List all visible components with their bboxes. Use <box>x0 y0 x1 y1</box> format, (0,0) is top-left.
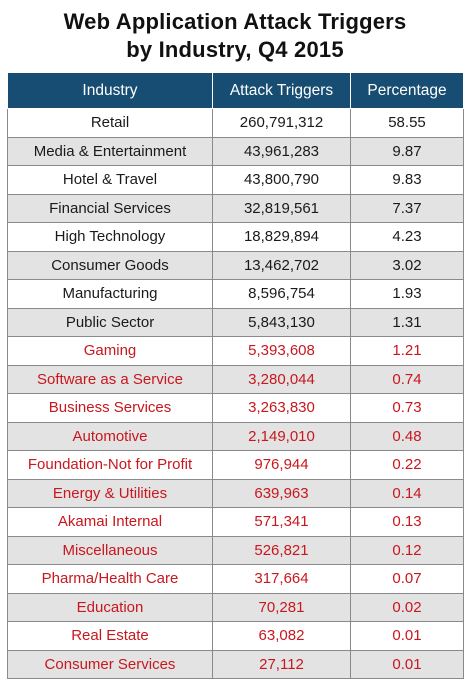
attack-triggers-cell: 2,149,010 <box>212 421 351 451</box>
percentage-cell: 0.48 <box>350 421 464 451</box>
industry-cell: High Technology <box>7 222 213 252</box>
attack-triggers-cell: 18,829,894 <box>212 222 351 252</box>
industry-cell: Consumer Services <box>7 649 213 679</box>
percentage-cell: 9.83 <box>350 165 464 195</box>
attack-triggers-cell: 32,819,561 <box>212 193 351 223</box>
industry-cell: Miscellaneous <box>7 535 213 565</box>
percentage-cell: 0.74 <box>350 364 464 394</box>
attack-triggers-table: Industry Attack Triggers Percentage Reta… <box>7 72 464 679</box>
attack-triggers-cell: 639,963 <box>212 478 351 508</box>
table-row: Foundation-Not for Profit 976,944 0.22 <box>7 450 464 480</box>
industry-cell: Hotel & Travel <box>7 165 213 195</box>
industry-cell: Public Sector <box>7 307 213 337</box>
percentage-cell: 0.14 <box>350 478 464 508</box>
table-row: Business Services 3,263,830 0.73 <box>7 393 464 423</box>
table-row: Miscellaneous 526,821 0.12 <box>7 535 464 565</box>
table-row: Education 70,281 0.02 <box>7 592 464 622</box>
industry-cell: Foundation-Not for Profit <box>7 450 213 480</box>
percentage-cell: 0.73 <box>350 393 464 423</box>
attack-triggers-cell: 43,800,790 <box>212 165 351 195</box>
table-row: Hotel & Travel 43,800,790 9.83 <box>7 165 464 195</box>
table-row: Automotive 2,149,010 0.48 <box>7 421 464 451</box>
percentage-cell: 7.37 <box>350 193 464 223</box>
table-row: Akamai Internal 571,341 0.13 <box>7 507 464 537</box>
table-body: Retail 260,791,312 58.55 Media & Entertainm… <box>7 108 464 679</box>
table-row: Manufacturing 8,596,754 1.93 <box>7 279 464 309</box>
industry-cell: Consumer Goods <box>7 250 213 280</box>
table-row: Public Sector 5,843,130 1.31 <box>7 307 464 337</box>
industry-cell: Media & Entertainment <box>7 136 213 166</box>
percentage-cell: 1.31 <box>350 307 464 337</box>
industry-cell: Energy & Utilities <box>7 478 213 508</box>
table-row: High Technology 18,829,894 4.23 <box>7 222 464 252</box>
chart-title-line-2: by Industry, Q4 2015 <box>126 37 344 62</box>
table-header-row: Industry Attack Triggers Percentage <box>7 72 464 109</box>
attack-triggers-cell: 317,664 <box>212 564 351 594</box>
attack-triggers-cell: 63,082 <box>212 621 351 651</box>
industry-cell: Akamai Internal <box>7 507 213 537</box>
percentage-cell: 1.93 <box>350 279 464 309</box>
table-row: Media & Entertainment 43,961,283 9.87 <box>7 136 464 166</box>
attack-triggers-cell: 8,596,754 <box>212 279 351 309</box>
percentage-cell: 0.13 <box>350 507 464 537</box>
percentage-cell: 58.55 <box>350 108 464 138</box>
industry-cell: Real Estate <box>7 621 213 651</box>
percentage-cell: 0.12 <box>350 535 464 565</box>
industry-cell: Gaming <box>7 336 213 366</box>
industry-cell: Automotive <box>7 421 213 451</box>
attack-triggers-cell: 526,821 <box>212 535 351 565</box>
column-header-industry: Industry <box>7 72 213 109</box>
table-row: Consumer Services 27,112 0.01 <box>7 649 464 679</box>
table-row: Financial Services 32,819,561 7.37 <box>7 193 464 223</box>
percentage-cell: 9.87 <box>350 136 464 166</box>
attack-triggers-cell: 3,280,044 <box>212 364 351 394</box>
industry-cell: Financial Services <box>7 193 213 223</box>
table-row: Consumer Goods 13,462,702 3.02 <box>7 250 464 280</box>
industry-cell: Pharma/Health Care <box>7 564 213 594</box>
attack-triggers-cell: 976,944 <box>212 450 351 480</box>
table-row: Energy & Utilities 639,963 0.14 <box>7 478 464 508</box>
table-row: Pharma/Health Care 317,664 0.07 <box>7 564 464 594</box>
attack-triggers-cell: 260,791,312 <box>212 108 351 138</box>
industry-cell: Education <box>7 592 213 622</box>
table-row: Retail 260,791,312 58.55 <box>7 108 464 138</box>
percentage-cell: 0.07 <box>350 564 464 594</box>
industry-cell: Software as a Service <box>7 364 213 394</box>
attack-triggers-cell: 70,281 <box>212 592 351 622</box>
column-header-percentage: Percentage <box>350 72 464 109</box>
attack-triggers-cell: 13,462,702 <box>212 250 351 280</box>
attack-triggers-cell: 3,263,830 <box>212 393 351 423</box>
attack-triggers-cell: 27,112 <box>212 649 351 679</box>
industry-cell: Manufacturing <box>7 279 213 309</box>
column-header-attack-triggers: Attack Triggers <box>212 72 351 109</box>
percentage-cell: 0.01 <box>350 621 464 651</box>
industry-cell: Business Services <box>7 393 213 423</box>
table-row: Software as a Service 3,280,044 0.74 <box>7 364 464 394</box>
chart-title: Web Application Attack Triggers by Indus… <box>0 0 470 64</box>
attack-triggers-cell: 5,393,608 <box>212 336 351 366</box>
percentage-cell: 3.02 <box>350 250 464 280</box>
industry-cell: Retail <box>7 108 213 138</box>
attack-triggers-cell: 571,341 <box>212 507 351 537</box>
percentage-cell: 0.01 <box>350 649 464 679</box>
attack-triggers-cell: 5,843,130 <box>212 307 351 337</box>
table-row: Gaming 5,393,608 1.21 <box>7 336 464 366</box>
table-row: Real Estate 63,082 0.01 <box>7 621 464 651</box>
percentage-cell: 1.21 <box>350 336 464 366</box>
percentage-cell: 0.22 <box>350 450 464 480</box>
percentage-cell: 0.02 <box>350 592 464 622</box>
chart-title-line-1: Web Application Attack Triggers <box>63 9 407 34</box>
percentage-cell: 4.23 <box>350 222 464 252</box>
attack-triggers-cell: 43,961,283 <box>212 136 351 166</box>
